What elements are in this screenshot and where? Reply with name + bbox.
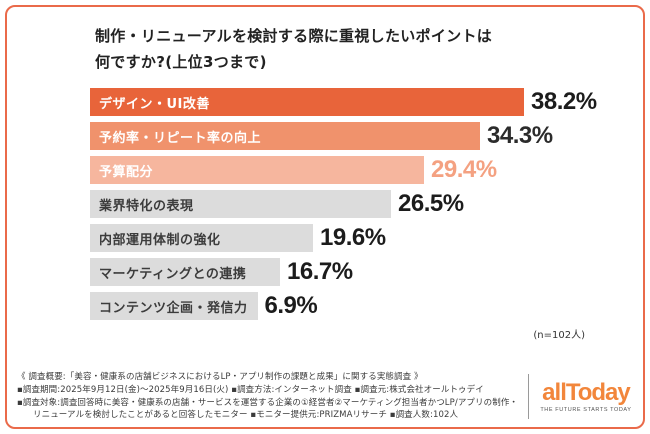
bar-value: 16.7%: [287, 258, 353, 285]
footer-divider: [528, 374, 529, 419]
footer: 《 調査概要:「美容・健康系の店舗ビジネスにおけるLP・アプリ制作の課題と成果」…: [17, 371, 635, 422]
bar-label: 業界特化の表現: [99, 198, 194, 214]
bar-row: コンテンツ企画・発信力 6.9%: [90, 292, 643, 320]
company-logo-text: allToday: [542, 378, 631, 406]
chart-frame: 制作・リニューアルを検討する際に重視したいポイントは 何ですか?(上位3つまで)…: [5, 5, 645, 429]
bar-chart: デザイン・UI改善 38.2% 予約率・リピート率の向上 34.3% 予算配分 …: [90, 88, 643, 320]
bar-row: 予約率・リピート率の向上 34.3%: [90, 122, 643, 150]
company-logo-tagline: THE FUTURE STARTS TODAY: [540, 406, 632, 413]
company-logo: allToday THE FUTURE STARTS TODAY: [539, 378, 635, 413]
bar: 業界特化の表現: [90, 190, 391, 218]
bar: 内部運用体制の強化: [90, 224, 313, 252]
footer-line-1: 《 調査概要:「美容・健康系の店舗ビジネスにおけるLP・アプリ制作の課題と成果」…: [17, 372, 423, 382]
bar-label: マーケティングとの連携: [99, 266, 247, 282]
bar-value: 19.6%: [320, 224, 386, 251]
bar: コンテンツ企画・発信力: [90, 292, 258, 320]
footer-line-3: ▪調査対象:調査回答時に美容・健康系の店舗・サービスを運営する企業の①経営者②マ…: [17, 397, 519, 408]
bar-row: 内部運用体制の強化 19.6%: [90, 224, 643, 252]
bar-row: 予算配分 29.4%: [90, 156, 643, 184]
bar-row: マーケティングとの連携 16.7%: [90, 258, 643, 286]
bar-row: 業界特化の表現 26.5%: [90, 190, 643, 218]
chart-title: 制作・リニューアルを検討する際に重視したいポイントは 何ですか?(上位3つまで): [95, 24, 623, 75]
chart-title-line-2: 何ですか?(上位3つまで): [95, 52, 267, 71]
bar-value: 29.4%: [431, 156, 497, 183]
chart-title-line-1: 制作・リニューアルを検討する際に重視したいポイントは: [95, 27, 493, 45]
bar-value: 6.9%: [264, 292, 318, 319]
bar: マーケティングとの連携: [90, 258, 280, 286]
sample-size-note: (n=102人): [533, 330, 585, 341]
bar-label: 予約率・リピート率の向上: [99, 130, 262, 146]
footer-line-4: リニューアルを検討したことがあると回答したモニター ▪モニター提供元:PRIZM…: [33, 410, 459, 421]
bar-value: 26.5%: [398, 190, 464, 217]
survey-overview-text: 《 調査概要:「美容・健康系の店舗ビジネスにおけるLP・アプリ制作の課題と成果」…: [17, 371, 518, 422]
bar: 予約率・リピート率の向上: [90, 122, 480, 150]
bar-value: 38.2%: [531, 88, 597, 115]
bar-label: 予算配分: [99, 164, 154, 180]
bar-value: 34.3%: [487, 122, 553, 149]
bar: 予算配分: [90, 156, 424, 184]
bar: デザイン・UI改善: [90, 88, 524, 116]
footer-line-2: ▪調査期間:2025年9月12日(金)〜2025年9月16日(火) ▪調査方法:…: [17, 384, 484, 395]
bar-label: コンテンツ企画・発信力: [99, 300, 248, 316]
bar-label: 内部運用体制の強化: [99, 232, 221, 248]
bar-label: デザイン・UI改善: [99, 96, 210, 112]
bar-row: デザイン・UI改善 38.2%: [90, 88, 643, 116]
